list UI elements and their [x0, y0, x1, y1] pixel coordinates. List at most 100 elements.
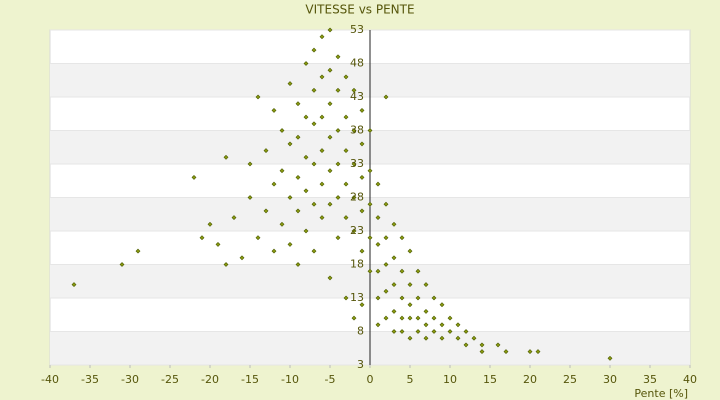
scatter-point: [327, 27, 333, 33]
scatter-point: [295, 134, 301, 140]
scatter-point: [391, 329, 397, 334]
scatter-point: [311, 121, 317, 127]
scatter-point: [375, 181, 381, 187]
y-tick-label: 53: [350, 23, 364, 36]
scatter-point: [287, 141, 293, 147]
scatter-point: [375, 268, 381, 274]
scatter-point: [375, 322, 381, 328]
scatter-point: [367, 235, 373, 241]
scatter-point: [327, 168, 333, 174]
scatter-point: [399, 315, 405, 321]
scatter-point: [479, 342, 485, 348]
scatter-point: [463, 342, 469, 348]
scatter-point: [191, 174, 197, 180]
x-tick-label: 40: [683, 373, 697, 386]
scatter-point: [343, 295, 349, 301]
scatter-point: [463, 329, 469, 334]
scatter-point: [319, 181, 325, 187]
scatter-point: [367, 128, 373, 133]
x-tick-label: -20: [201, 373, 219, 386]
scatter-point: [271, 248, 277, 254]
scatter-point: [311, 201, 317, 207]
scatter-point: [335, 87, 341, 93]
scatter-point: [391, 282, 397, 288]
scatter-point: [223, 262, 229, 267]
scatter-point: [327, 275, 333, 281]
x-tick-label: -30: [121, 373, 139, 386]
x-tick-label: 35: [643, 373, 657, 386]
scatter-point: [367, 201, 373, 207]
scatter-point: [423, 308, 429, 314]
scatter-point: [391, 308, 397, 314]
scatter-point: [319, 74, 325, 80]
scatter-point: [423, 322, 429, 328]
x-tick-label: 15: [483, 373, 497, 386]
scatter-point: [327, 201, 333, 207]
x-tick-label: -10: [281, 373, 299, 386]
y-tick-label: 48: [350, 57, 364, 70]
scatter-point: [223, 154, 229, 160]
y-tick-label: 18: [350, 258, 364, 271]
scatter-point: [327, 67, 333, 73]
scatter-point: [263, 148, 269, 154]
scatter-point: [271, 181, 277, 187]
scatter-point: [247, 195, 253, 200]
scatter-point: [399, 295, 405, 301]
scatter-point: [383, 201, 389, 207]
y-tick-label: 43: [350, 90, 364, 103]
scatter-point: [287, 195, 293, 200]
x-tick-label: -35: [81, 373, 99, 386]
scatter-point: [351, 161, 357, 167]
scatter-point: [375, 215, 381, 221]
scatter-point: [303, 154, 309, 160]
scatter-point: [319, 114, 325, 120]
scatter-point: [359, 141, 365, 147]
scatter-point: [439, 322, 445, 328]
scatter-point: [295, 101, 301, 107]
scatter-point: [303, 228, 309, 234]
scatter-point: [367, 268, 373, 274]
scatter-point: [407, 315, 413, 321]
scatter-point: [263, 208, 269, 214]
x-axis-title: Pente [%]: [634, 387, 688, 400]
scatter-point: [471, 335, 477, 341]
scatter-point: [335, 195, 341, 200]
x-tick-label: -25: [161, 373, 179, 386]
scatter-point: [215, 241, 221, 247]
scatter-point: [447, 329, 453, 334]
scatter-point: [415, 295, 421, 301]
scatter-point: [135, 248, 141, 254]
scatter-point: [479, 349, 485, 355]
scatter-point: [391, 221, 397, 227]
scatter-point: [255, 235, 261, 241]
scatter-point: [431, 315, 437, 321]
scatter-point: [287, 241, 293, 247]
scatter-point: [455, 322, 461, 328]
scatter-point: [343, 215, 349, 221]
scatter-point: [343, 74, 349, 80]
y-tick-label: 13: [350, 291, 364, 304]
scatter-point: [359, 302, 365, 308]
chart-title: VITESSE vs PENTE: [305, 3, 414, 17]
y-tick-label: 8: [357, 325, 364, 338]
scatter-point: [407, 282, 413, 288]
x-tick-label: 20: [523, 373, 537, 386]
scatter-point: [335, 235, 341, 241]
scatter-point: [335, 128, 341, 133]
x-tick-label: -40: [41, 373, 59, 386]
scatter-point: [383, 288, 389, 294]
scatter-point: [247, 161, 253, 167]
scatter-point: [383, 315, 389, 321]
scatter-point: [351, 315, 357, 321]
scatter-point: [455, 335, 461, 341]
scatter-point: [439, 335, 445, 341]
x-tick-label: 30: [603, 373, 617, 386]
scatter-point: [279, 221, 285, 227]
scatter-point: [407, 335, 413, 341]
scatter-point: [207, 221, 213, 227]
scatter-point: [535, 349, 541, 355]
scatter-point: [311, 87, 317, 93]
scatter-point: [383, 94, 389, 100]
scatter-point: [311, 47, 317, 53]
